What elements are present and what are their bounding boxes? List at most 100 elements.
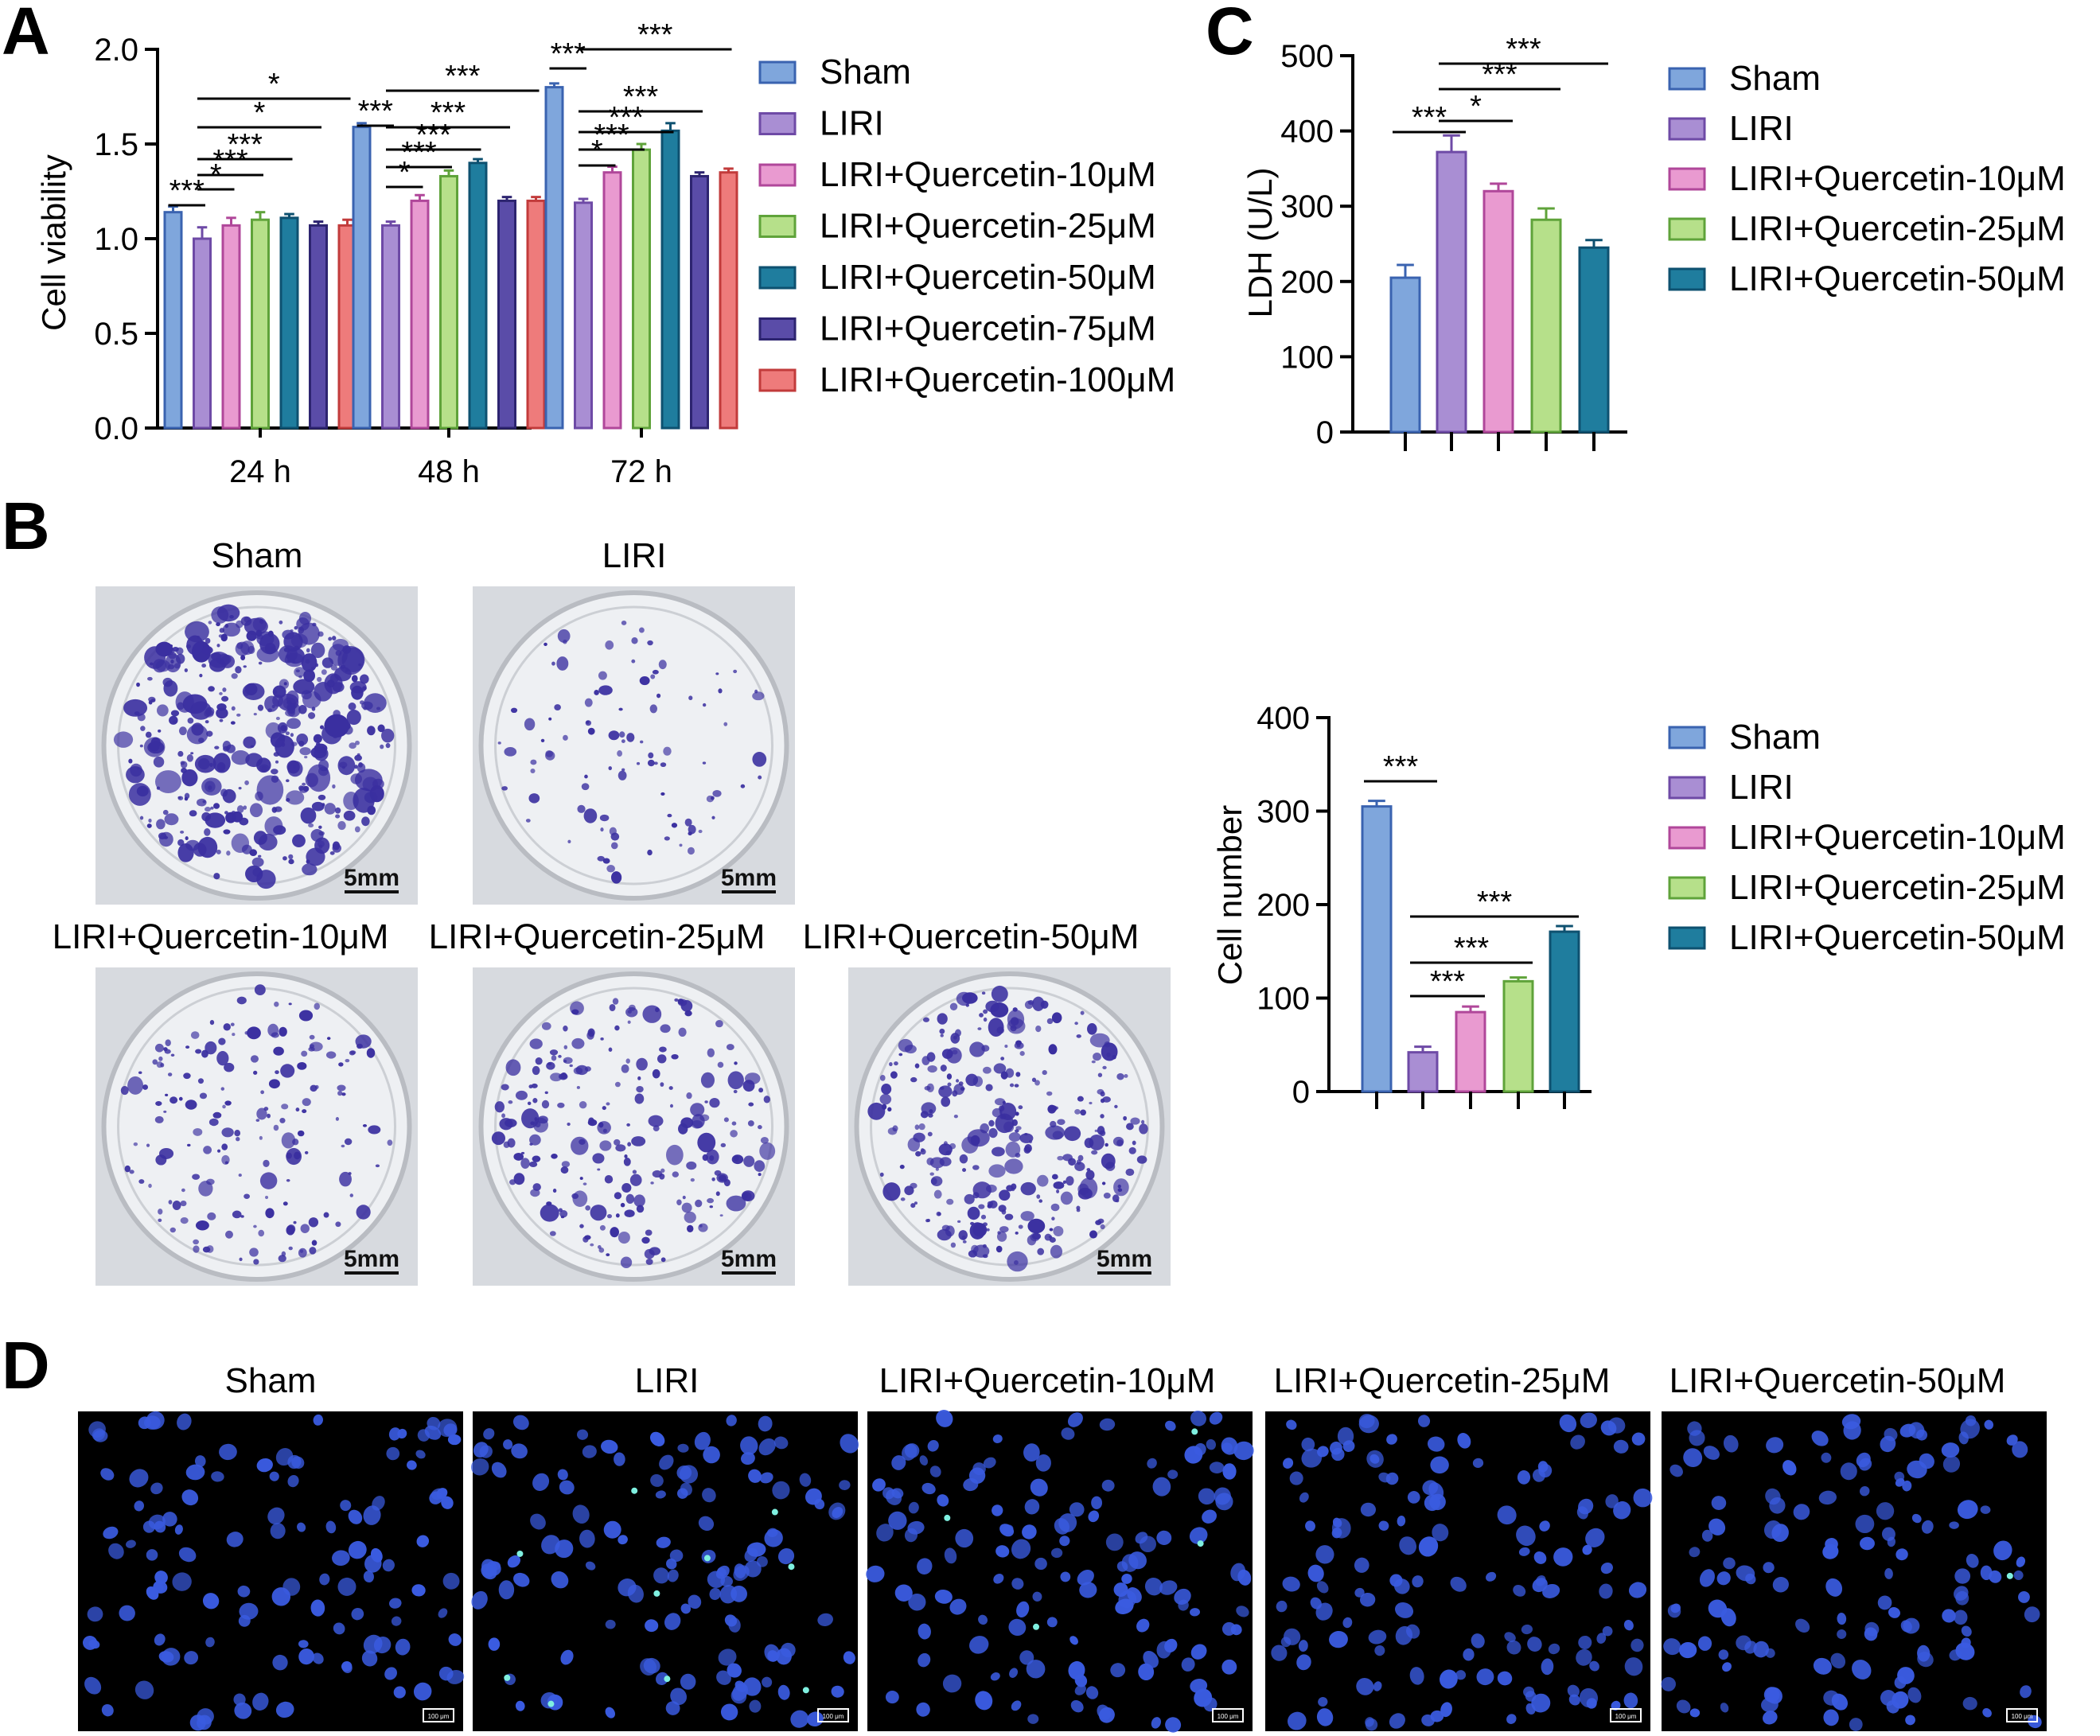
nucleus bbox=[942, 1674, 962, 1693]
nucleus bbox=[995, 1545, 1010, 1558]
colony bbox=[236, 620, 244, 629]
colony bbox=[263, 1107, 269, 1111]
nucleus bbox=[790, 1710, 809, 1728]
nucleus bbox=[1198, 1488, 1215, 1505]
nucleus bbox=[1689, 1430, 1705, 1446]
colony bbox=[992, 1146, 1005, 1157]
colony bbox=[950, 1242, 956, 1248]
colony bbox=[1074, 1162, 1085, 1171]
colony bbox=[349, 681, 367, 694]
colony bbox=[282, 1201, 288, 1206]
colony bbox=[1100, 1114, 1105, 1119]
nucleus bbox=[443, 1423, 458, 1437]
colony bbox=[588, 1117, 594, 1125]
colony bbox=[921, 1102, 937, 1115]
colony bbox=[308, 1217, 319, 1228]
panel-label-b: B bbox=[2, 488, 50, 563]
colony bbox=[548, 717, 552, 721]
colony bbox=[335, 1221, 341, 1228]
colony bbox=[256, 631, 275, 647]
nucleus bbox=[1954, 1586, 1969, 1601]
colony bbox=[541, 1100, 550, 1109]
colony bbox=[1018, 1105, 1023, 1110]
colony bbox=[1050, 1120, 1057, 1128]
colony bbox=[1123, 1115, 1128, 1121]
colony bbox=[170, 660, 174, 664]
colony bbox=[1068, 1158, 1077, 1166]
colony bbox=[1014, 1084, 1019, 1088]
nucleus bbox=[1782, 1460, 1797, 1476]
colony bbox=[600, 827, 604, 832]
colony bbox=[210, 806, 214, 810]
nucleus bbox=[1342, 1617, 1353, 1629]
nucleus bbox=[1533, 1551, 1547, 1564]
nucleus bbox=[1276, 1600, 1288, 1613]
colony bbox=[608, 766, 612, 771]
colony bbox=[702, 703, 707, 707]
bright-nucleus bbox=[516, 1550, 524, 1557]
panel-c-ytick-label: 200 bbox=[1280, 265, 1334, 300]
nucleus bbox=[1497, 1505, 1517, 1525]
colony bbox=[962, 1240, 967, 1244]
nucleus bbox=[337, 1577, 356, 1596]
colony bbox=[987, 1201, 994, 1207]
nucleus bbox=[252, 1692, 269, 1711]
colony bbox=[155, 641, 173, 657]
nucleus bbox=[839, 1480, 851, 1490]
colony bbox=[521, 1108, 540, 1129]
colony bbox=[890, 1071, 898, 1079]
colony bbox=[1038, 1199, 1043, 1203]
nucleus bbox=[1159, 1580, 1178, 1595]
colony bbox=[988, 1127, 998, 1139]
colony bbox=[631, 1136, 646, 1146]
colony bbox=[236, 1137, 240, 1142]
nucleus bbox=[1818, 1490, 1837, 1505]
colony bbox=[894, 1061, 898, 1066]
nucleus bbox=[446, 1670, 465, 1684]
nucleus bbox=[734, 1563, 746, 1578]
colony bbox=[173, 663, 181, 669]
nucleus bbox=[1623, 1692, 1638, 1709]
colony bbox=[559, 1210, 568, 1218]
nucleus bbox=[781, 1642, 796, 1658]
colony bbox=[709, 1098, 720, 1108]
colony bbox=[1099, 1130, 1106, 1136]
nucleus bbox=[614, 1452, 625, 1466]
colony bbox=[253, 1259, 259, 1265]
colony bbox=[754, 689, 758, 694]
nucleus bbox=[921, 1482, 936, 1495]
colony bbox=[972, 1244, 990, 1258]
colony bbox=[324, 803, 336, 815]
colony bbox=[631, 659, 636, 664]
colony bbox=[1076, 1034, 1081, 1038]
nucleus bbox=[1795, 1618, 1810, 1633]
nucleus bbox=[975, 1691, 993, 1711]
colony bbox=[230, 1022, 235, 1026]
colony bbox=[501, 1113, 506, 1119]
colony bbox=[1051, 1012, 1062, 1024]
colony bbox=[286, 647, 305, 664]
colony bbox=[740, 784, 746, 788]
colony bbox=[636, 1085, 644, 1093]
colony bbox=[606, 1102, 610, 1106]
colony bbox=[279, 620, 283, 625]
colony bbox=[197, 1078, 205, 1084]
nucleus bbox=[1307, 1564, 1324, 1582]
colony bbox=[1049, 1105, 1058, 1112]
panel-b-bar bbox=[1361, 805, 1393, 1093]
colony bbox=[535, 1057, 543, 1065]
nucleus bbox=[1602, 1625, 1613, 1637]
colony bbox=[332, 639, 349, 652]
colony bbox=[598, 1247, 605, 1253]
nucleus bbox=[1993, 1540, 2012, 1561]
nucleus bbox=[162, 1512, 177, 1527]
colony bbox=[659, 1046, 667, 1053]
nucleus bbox=[1765, 1648, 1775, 1658]
colony bbox=[943, 1141, 948, 1146]
nucleus bbox=[1450, 1576, 1467, 1592]
nucleus bbox=[1703, 1446, 1720, 1460]
colony bbox=[204, 828, 211, 836]
colony bbox=[1105, 1142, 1108, 1147]
colony bbox=[201, 664, 207, 668]
colony bbox=[1060, 1191, 1073, 1205]
